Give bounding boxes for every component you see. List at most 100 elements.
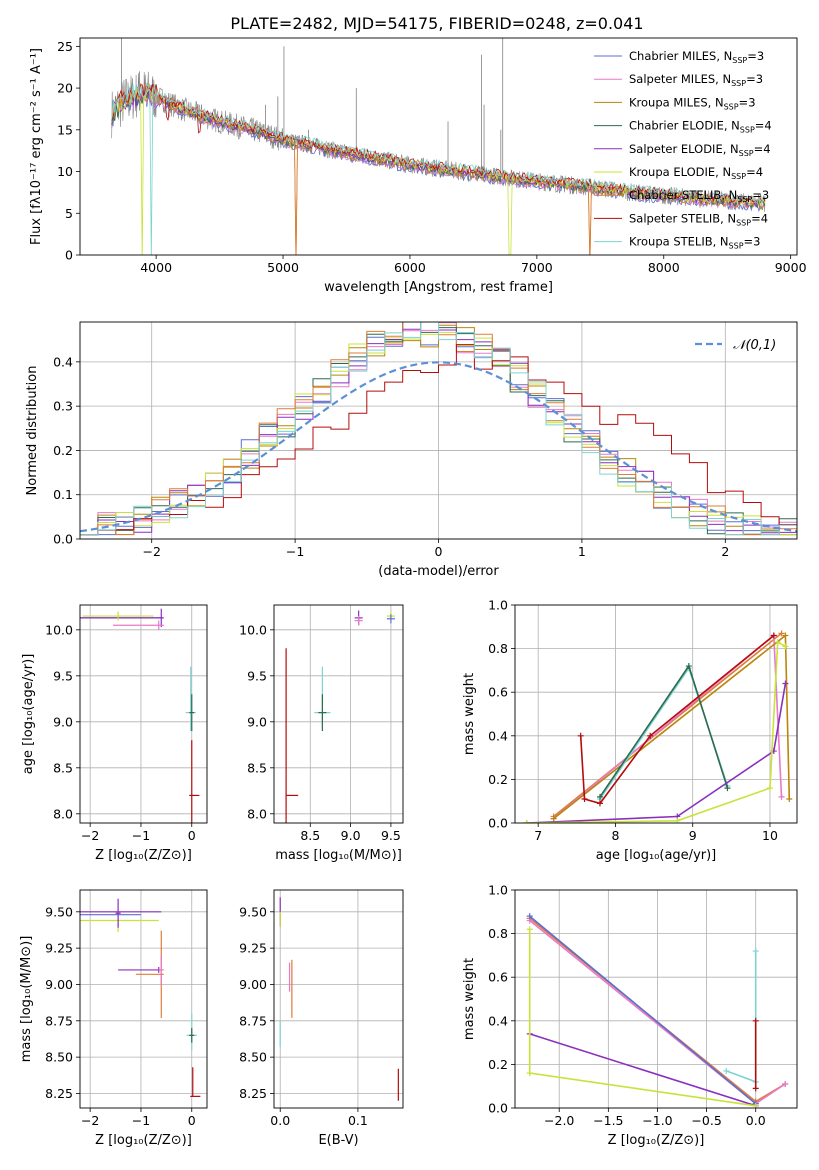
- plot-area: [80, 322, 797, 536]
- x-tick-label: 0: [188, 1113, 196, 1128]
- x-axis-label: Z [log₁₀(Z/Z⊙)]: [608, 1133, 705, 1148]
- errorbar-point: [80, 914, 141, 916]
- x-tick-label: 9: [689, 828, 697, 843]
- x-tick-label: 8000: [648, 260, 680, 275]
- y-tick-label: 8.5: [247, 760, 267, 775]
- weight-marker: [778, 793, 785, 800]
- weight-vs-age-panel: 7 8 9 10 0.0 0.2 0.4 0.6 0.8 1.0 age [log₁₀(age/yr…: [462, 598, 798, 863]
- weight-line-chabrier-miles: [529, 915, 757, 1105]
- x-axis-label: (data-model)/error: [378, 564, 499, 579]
- x-tick-label: −2.0: [544, 1113, 574, 1128]
- y-tick-label: 0.2: [53, 443, 73, 458]
- y-tick-label: 0.0: [488, 816, 508, 831]
- x-tick-label: 6000: [394, 260, 426, 275]
- legend-entry: Kroupa STELIB, NSSP=3: [629, 235, 761, 251]
- weight-line-kroupa-miles: [553, 633, 791, 820]
- weight-line-salpeter-elodie: [529, 1033, 756, 1107]
- weight-marker: [752, 1085, 759, 1092]
- y-tick-label: 0.3: [53, 399, 73, 414]
- errorbar-point: [80, 608, 164, 628]
- y-tick-label: 0: [65, 248, 73, 263]
- weight-marker: [526, 926, 533, 933]
- y-tick-label: 0.2: [488, 1057, 508, 1072]
- errorbar-point: [354, 616, 363, 626]
- x-tick-label: 0.1: [348, 1113, 368, 1128]
- x-tick-label: 7: [534, 828, 542, 843]
- plot-area: [285, 610, 395, 823]
- weight-marker: [752, 948, 759, 955]
- x-tick-label: 8.5: [300, 828, 320, 843]
- y-tick-label: 20: [57, 81, 73, 96]
- x-tick-label: 10: [762, 828, 778, 843]
- plot-area: [80, 608, 200, 823]
- y-tick-label: 9.5: [247, 668, 267, 683]
- y-tick-label: 10.0: [239, 622, 267, 637]
- y-tick-label: 8.25: [239, 1086, 267, 1101]
- age-vs-metallicity-panel: −2 −1 0 8.0 8.5 9.0 9.5 10.0 Z [log₁₀(Z/Z⊙)] age …: [21, 604, 208, 863]
- histogram-chabrier-stelib: [80, 322, 797, 536]
- axes-frame: [79, 604, 208, 824]
- legend-entry: Chabrier MILES, NSSP=3: [629, 49, 764, 65]
- weight-marker: [782, 632, 789, 639]
- model-spectrum-kroupa-stelib: [111, 82, 766, 255]
- weight-marker: [766, 785, 773, 792]
- y-tick-label: 10.0: [45, 622, 73, 637]
- y-tick-label: 0.8: [488, 926, 508, 941]
- x-tick-label: −1: [132, 1113, 150, 1128]
- y-axis-label: mass [log₁₀(M/M⊙)]: [19, 936, 34, 1063]
- y-tick-label: 0.2: [488, 772, 508, 787]
- y-axis-label: mass weight: [462, 673, 477, 755]
- axes-frame: [514, 889, 798, 1109]
- y-tick-label: 0.1: [53, 487, 73, 502]
- y-tick-label: 8.50: [239, 1050, 267, 1065]
- axes-frame: [79, 321, 798, 540]
- y-tick-label: 9.25: [45, 941, 73, 956]
- legend-entry: Salpeter ELODIE, NSSP=4: [629, 142, 771, 158]
- weight-line-salpeter-stelib: [579, 634, 775, 805]
- y-tick-label: 10: [57, 164, 73, 179]
- y-tick-label: 8.25: [45, 1086, 73, 1101]
- x-tick-label: 8: [611, 828, 619, 843]
- weight-marker: [723, 1067, 730, 1074]
- y-tick-label: 8.5: [53, 760, 73, 775]
- x-tick-label: 9000: [775, 260, 807, 275]
- x-tick-label: 2: [721, 544, 729, 559]
- legend-entry: Chabrier ELODIE, NSSP=4: [629, 119, 772, 135]
- x-tick-label: 4000: [140, 260, 172, 275]
- y-axis-label: age [log₁₀(age/yr)]: [21, 654, 36, 775]
- x-tick-label: −1: [286, 544, 304, 559]
- y-tick-label: 0.4: [488, 1013, 508, 1028]
- y-tick-label: 9.50: [239, 904, 267, 919]
- x-axis-label: Z [log₁₀(Z/Z⊙)]: [95, 848, 192, 863]
- weight-marker: [786, 796, 793, 803]
- y-tick-label: 25: [57, 39, 73, 54]
- errorbar-point: [285, 648, 299, 823]
- errorbar-point: [318, 694, 327, 732]
- plot-area: [279, 897, 399, 1101]
- weight-line-chabrier-stelib: [553, 632, 783, 818]
- y-tick-label: 0.0: [488, 1101, 508, 1116]
- weight-marker: [782, 1081, 789, 1088]
- y-tick-label: 0.4: [53, 354, 73, 369]
- weight-marker: [596, 800, 603, 807]
- x-tick-label: 9.5: [381, 828, 401, 843]
- errorbar-point: [80, 911, 162, 913]
- errorbar-point: [135, 930, 164, 1018]
- x-tick-label: −1.0: [642, 1113, 672, 1128]
- x-tick-label: 0: [435, 544, 443, 559]
- errorbar-point: [189, 740, 200, 823]
- errorbar-point: [113, 620, 164, 630]
- errorbar-point: [158, 955, 164, 985]
- weight-line-kroupa-stelib: [726, 951, 757, 1083]
- x-tick-label: 5000: [267, 260, 299, 275]
- plot-area: [523, 630, 793, 823]
- x-tick-label: −2: [142, 544, 160, 559]
- y-tick-label: 8.75: [45, 1013, 73, 1028]
- y-tick-label: 0.4: [488, 728, 508, 743]
- weight-marker: [685, 663, 692, 670]
- weight-marker: [577, 732, 584, 739]
- plot-area: [80, 898, 201, 1097]
- axes-frame: [514, 604, 798, 824]
- errorbar-point: [118, 967, 162, 973]
- weight-marker: [782, 643, 789, 650]
